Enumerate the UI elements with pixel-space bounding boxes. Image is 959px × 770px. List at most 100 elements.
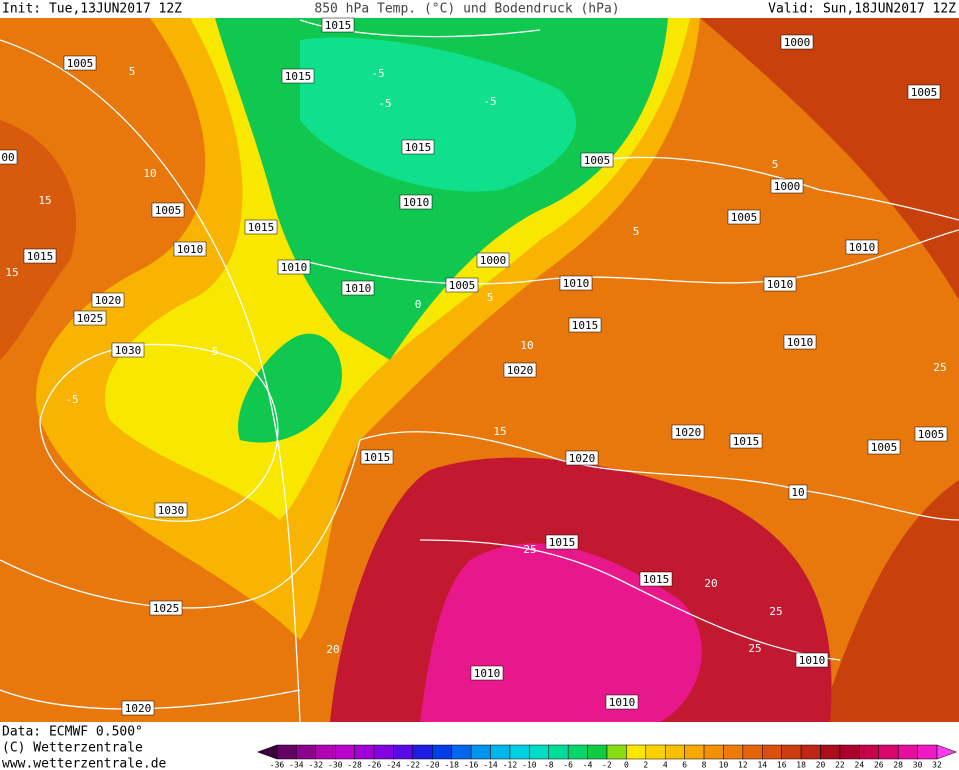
- isotherm-label: -5: [65, 393, 78, 406]
- isobar-label: 1020: [675, 426, 702, 439]
- isobar-label: 1010: [281, 261, 308, 274]
- isotherm-label: 15: [493, 425, 506, 438]
- isobar-label: 1000: [784, 36, 811, 49]
- colorbar-tick-label: -24: [386, 761, 401, 770]
- isotherm-label: 15: [5, 266, 18, 279]
- colorbar-tick-label: 28: [893, 761, 903, 770]
- colorbar-tick-label: -36: [270, 761, 285, 770]
- isobar-label: 1010: [177, 243, 204, 256]
- colorbar-segment: [800, 744, 821, 760]
- colorbar-segment: [470, 744, 491, 760]
- isobar-label-box: [360, 449, 394, 465]
- isobar-label-box: [401, 139, 435, 155]
- website: www.wetterzentrale.de: [2, 757, 167, 770]
- isobar-label: 1015: [325, 19, 352, 32]
- colorbar-tick-label: 14: [757, 761, 767, 770]
- isobar-label-box: [795, 652, 829, 668]
- isobar-label-box: [559, 275, 593, 291]
- isobar-label-box: [0, 149, 18, 165]
- colorbar-tick-label: -26: [367, 761, 382, 770]
- colorbar-tick-label: 2: [643, 761, 648, 770]
- colorbar-segment: [451, 744, 472, 760]
- isobar-label: 1005: [731, 211, 758, 224]
- isobar-line: [299, 229, 959, 285]
- isobar-label: 1005: [155, 204, 182, 217]
- isobar-label: 00: [1, 151, 14, 164]
- colorbar-segment: [354, 744, 375, 760]
- colorbar-tick-label: 8: [702, 761, 707, 770]
- isobar-label-box: [605, 694, 639, 710]
- colorbar-tick-label: 32: [932, 761, 942, 770]
- isobar-label-box: [277, 259, 311, 275]
- isobar-label: 1010: [849, 241, 876, 254]
- colorbar-tick-label: 18: [796, 761, 806, 770]
- isobar-label: 1010: [787, 336, 814, 349]
- isobar-label: 1010: [474, 667, 501, 680]
- field-red-west: [0, 120, 77, 360]
- isobar-label-box: [111, 342, 145, 358]
- isobar-label: 1015: [248, 221, 275, 234]
- colorbar-segment: [393, 744, 414, 760]
- isobar-label-box: [639, 571, 673, 587]
- isobar-line: [359, 431, 959, 521]
- isobar-label: 1005: [911, 86, 938, 99]
- colorbar-segment: [762, 744, 782, 760]
- isotherm-label: 5: [633, 225, 640, 238]
- colorbar-tick-label: -2: [602, 761, 612, 770]
- map-title: 850 hPa Temp. (°C) und Bodendruck (hPa): [314, 2, 619, 17]
- colorbar-segment: [529, 744, 550, 760]
- isobar-label: 1015: [733, 435, 760, 448]
- colorbar-tick-label: 4: [663, 761, 668, 770]
- isobar-label: 1015: [27, 250, 54, 263]
- isobar-label-box: [173, 241, 207, 257]
- colorbar-segment: [897, 744, 918, 760]
- isobar-label: 1020: [125, 702, 152, 715]
- colorbar-segment: [606, 744, 627, 760]
- isobar-label: 1015: [405, 141, 432, 154]
- colorbar-tick-label: 24: [855, 761, 865, 770]
- isotherm-label: 20: [326, 643, 339, 656]
- isobar-label-box: [727, 209, 761, 225]
- colorbar-tick-label: -34: [289, 761, 304, 770]
- colorbar-tick-label: 26: [874, 761, 884, 770]
- isobar-label-box: [470, 665, 504, 681]
- colorbar-segment: [781, 744, 802, 760]
- colorbar-tick-label: 0: [624, 761, 629, 770]
- colorbar-segment: [742, 744, 763, 760]
- map-field: [0, 18, 959, 722]
- colorbar-segment: [664, 744, 685, 760]
- colorbar-tick-label: -8: [544, 761, 554, 770]
- colorbar-segment: [548, 744, 569, 760]
- field-red-east: [700, 18, 959, 722]
- data-source: Data: ECMWF 0.500°: [2, 725, 143, 740]
- isobar-label: 1020: [95, 294, 122, 307]
- colorbar-segment: [917, 744, 938, 760]
- colorbar-segment: [432, 744, 452, 760]
- colorbar-segment: [315, 744, 336, 760]
- colorbar-tick-label: 12: [738, 761, 748, 770]
- isotherm-label: 25: [523, 543, 536, 556]
- isobar-label: 1030: [158, 504, 185, 517]
- colorbar-tick-label: -12: [503, 761, 518, 770]
- isobar-label-box: [23, 248, 57, 264]
- isobar-label: 1010: [345, 282, 372, 295]
- colorbar-segment: [723, 744, 744, 760]
- init-label: Init: Tue,13JUN2017 12Z: [2, 2, 182, 17]
- isotherm-label: 5: [772, 158, 779, 171]
- isotherm-label: 25: [769, 605, 782, 618]
- valid-label: Valid: Sun,18JUN2017 12Z: [768, 2, 956, 17]
- isobar-label: 1020: [569, 452, 596, 465]
- isobar-label: 1010: [609, 696, 636, 709]
- isobar-label-box: [907, 84, 941, 100]
- colorbar-segment: [587, 744, 608, 760]
- colorbar-tick-label: -18: [444, 761, 459, 770]
- isobar-label: 1005: [871, 441, 898, 454]
- isotherm-label: 25: [748, 642, 761, 655]
- isobar-label-box: [763, 276, 797, 292]
- colorbar-segment: [839, 744, 860, 760]
- isobar-label: 1010: [767, 278, 794, 291]
- isotherm-label: 5: [487, 291, 494, 304]
- isobar-label: 1015: [572, 319, 599, 332]
- colorbar-tick-label: -14: [483, 761, 498, 770]
- isobar-label-box: [770, 178, 804, 194]
